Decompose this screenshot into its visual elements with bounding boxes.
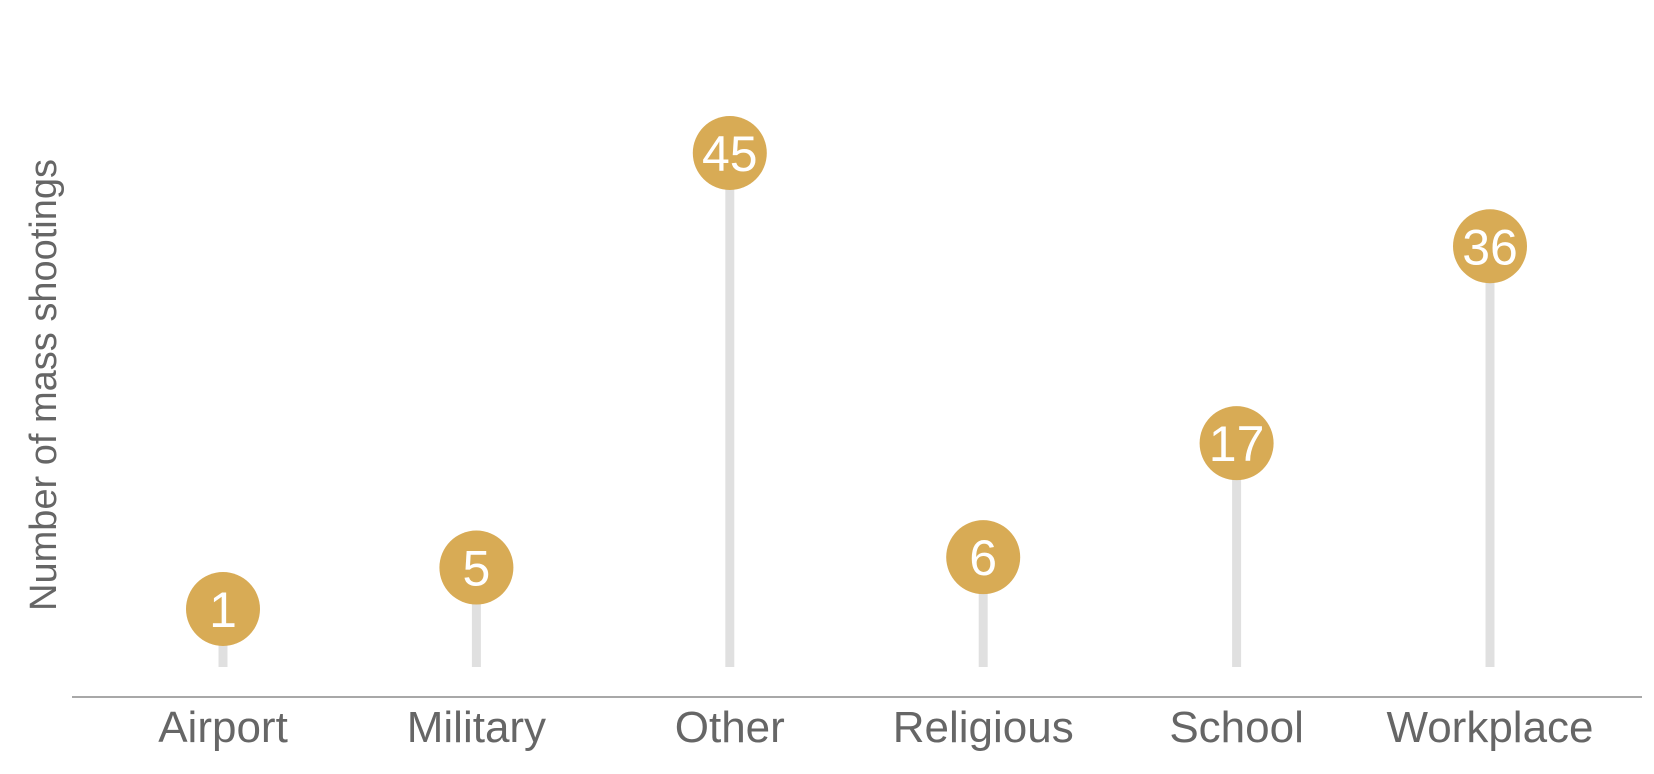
value-label-school: 17 bbox=[1209, 416, 1265, 472]
value-label-religious: 6 bbox=[969, 530, 997, 586]
marker-other bbox=[692, 116, 767, 190]
marker-workplace bbox=[1453, 209, 1527, 284]
x-tick-label-military: Military bbox=[407, 703, 546, 752]
x-tick-labels: Airport Military Other Religious School Workp… bbox=[158, 703, 1593, 752]
value-label-workplace: 36 bbox=[1462, 219, 1518, 275]
marker-military bbox=[439, 530, 514, 605]
stems-layer bbox=[218, 153, 1495, 667]
marker-airport bbox=[186, 572, 260, 646]
value-label-airport: 1 bbox=[209, 582, 237, 638]
value-label-military: 5 bbox=[462, 541, 490, 597]
x-tick-label-other: Other bbox=[675, 703, 785, 752]
value-label-other: 45 bbox=[702, 126, 758, 182]
x-tick-label-religious: Religious bbox=[893, 703, 1074, 752]
markers-layer: 1 5 45 6 17 36 bbox=[186, 116, 1527, 646]
marker-religious bbox=[946, 520, 1021, 595]
marker-school bbox=[1199, 406, 1274, 481]
x-tick-label-workplace: Workplace bbox=[1386, 703, 1593, 752]
y-axis-label: Number of mass shootings bbox=[23, 159, 65, 611]
x-tick-label-school: School bbox=[1169, 703, 1304, 752]
x-tick-label-airport: Airport bbox=[158, 703, 288, 752]
